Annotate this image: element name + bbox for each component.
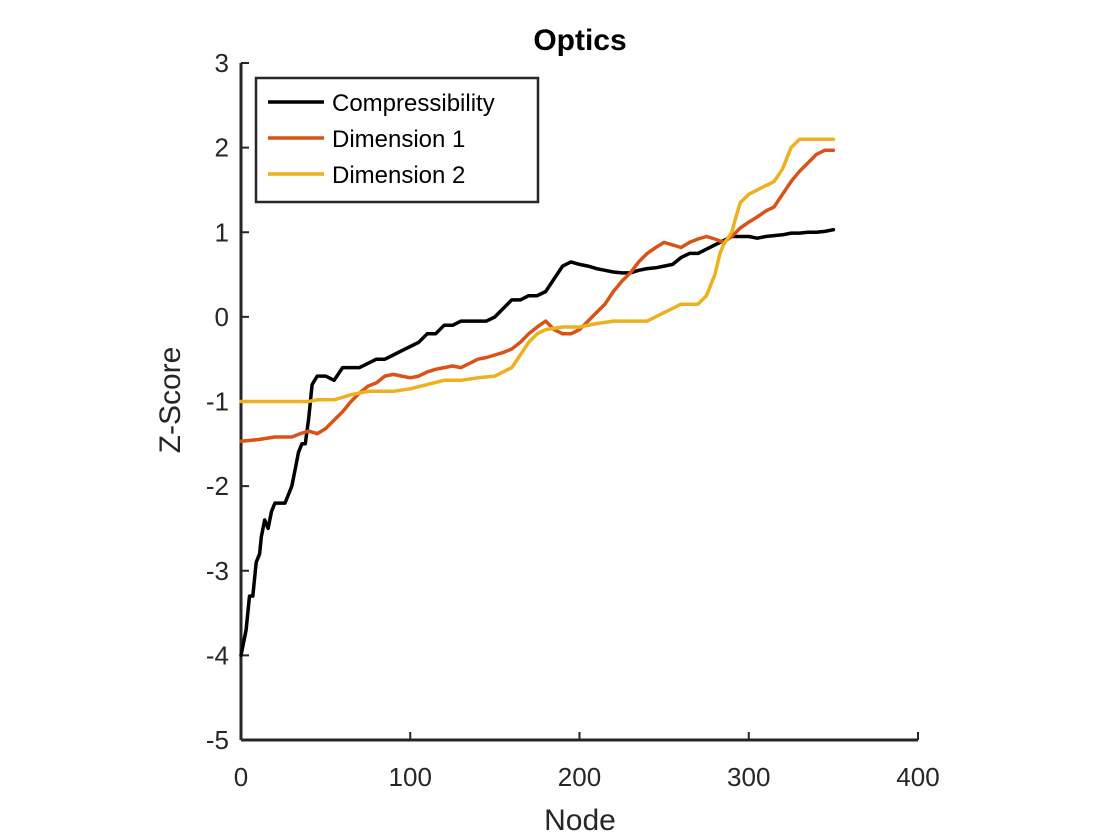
y-tick-label: 3 bbox=[215, 48, 229, 78]
y-tick-label: 2 bbox=[215, 133, 229, 163]
y-tick-label: -1 bbox=[206, 387, 229, 417]
y-tick-label: -2 bbox=[206, 471, 229, 501]
legend-box bbox=[254, 76, 540, 204]
x-tick-label: 200 bbox=[558, 762, 601, 792]
y-tick-label: -4 bbox=[206, 640, 229, 670]
y-tick-label: -5 bbox=[206, 725, 229, 755]
series-line-3 bbox=[239, 137, 836, 404]
x-tick-label: 400 bbox=[896, 762, 939, 792]
axes: -5 -4 -3 -2 -1 0 1 2 3 0 100 200 300 400 bbox=[206, 48, 940, 792]
legend: Compressibility Dimension 1 Dimension 2 bbox=[254, 76, 540, 204]
y-axis-label: Z-Score bbox=[154, 347, 187, 454]
x-tick-label: 100 bbox=[389, 762, 432, 792]
legend-label: Dimension 1 bbox=[332, 126, 465, 153]
y-tick-label: 1 bbox=[215, 217, 229, 247]
series-layer bbox=[239, 137, 836, 658]
legend-label: Compressibility bbox=[332, 90, 495, 117]
legend-label: Dimension 2 bbox=[332, 162, 465, 189]
series-line-1 bbox=[239, 227, 836, 658]
chart-title: Optics bbox=[533, 24, 626, 57]
x-axis-label: Node bbox=[544, 804, 616, 837]
x-tick-label: 0 bbox=[234, 762, 248, 792]
x-tick-label: 300 bbox=[727, 762, 770, 792]
y-tick-label: -3 bbox=[206, 556, 229, 586]
y-tick-label: 0 bbox=[215, 302, 229, 332]
